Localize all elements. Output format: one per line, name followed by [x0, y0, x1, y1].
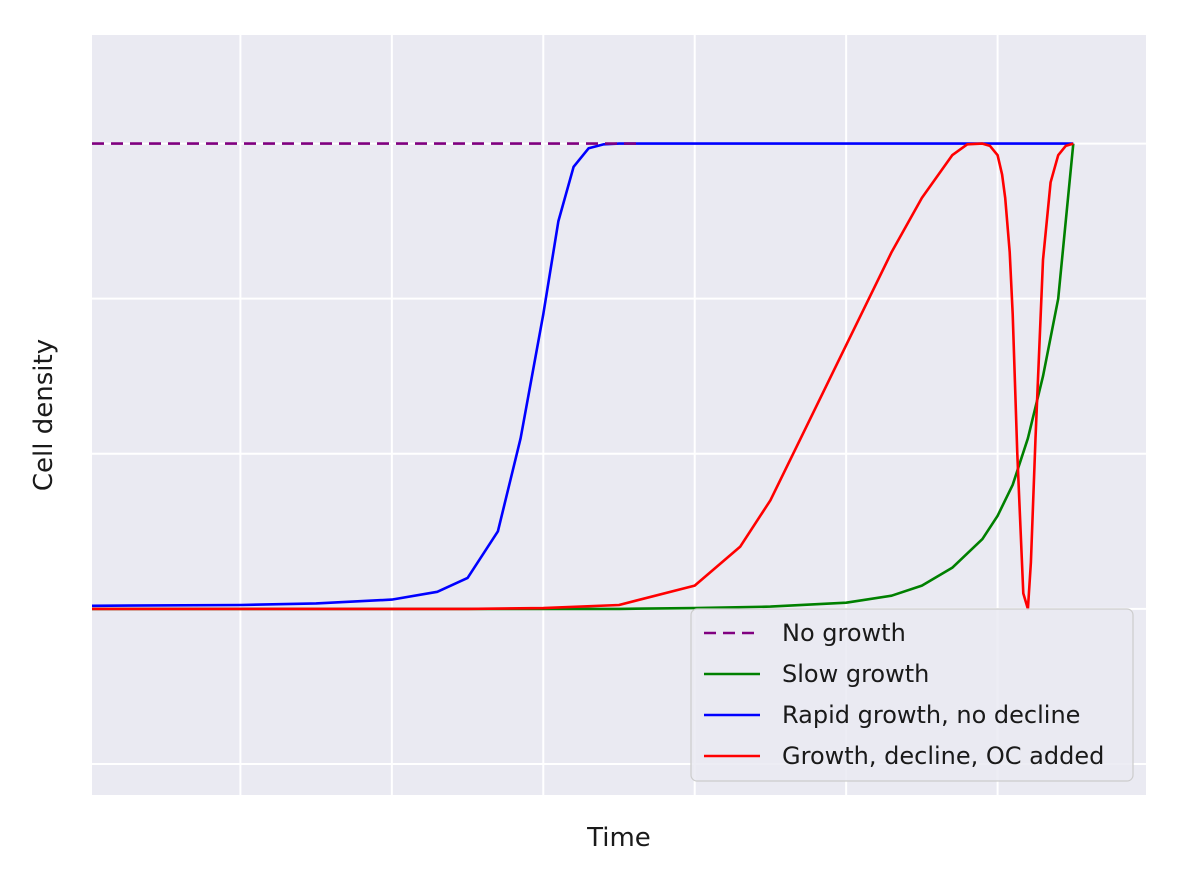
- legend-label-growth-decline-oc-added: Growth, decline, OC added: [782, 742, 1104, 770]
- series-lines: [91, 142, 1075, 611]
- legend-label-slow-growth: Slow growth: [782, 660, 929, 688]
- series-line-rapid-growth-no-decline: [91, 142, 1074, 608]
- series-line-slow-growth: [92, 143, 1075, 611]
- legend-box: [690, 608, 1134, 782]
- legend-label-rapid-growth-no-decline: Rapid growth, no decline: [782, 701, 1080, 729]
- series-line-growth-decline-oc-added: [92, 142, 1074, 611]
- legend: No growth Slow growth Rapid growth, no dec…: [690, 608, 1134, 782]
- legend-label-no-growth: No growth: [782, 619, 906, 647]
- x-axis-label: Time: [586, 823, 651, 853]
- y-axis-label: Cell density: [29, 339, 59, 491]
